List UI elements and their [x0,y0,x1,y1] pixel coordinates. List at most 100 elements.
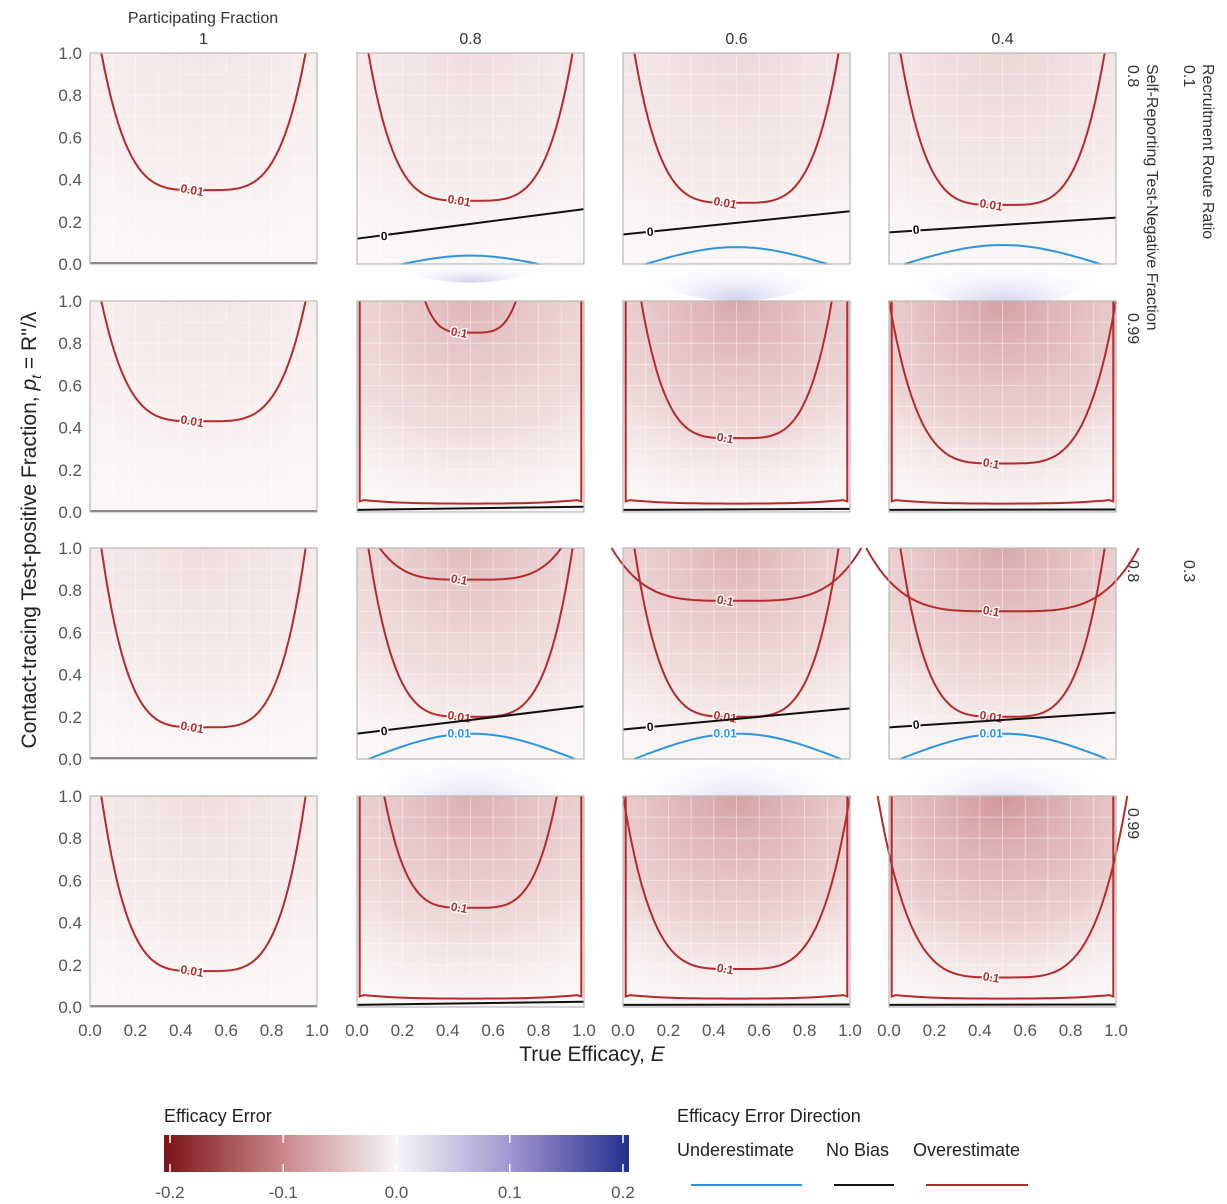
column-facet-values: 1 0.8 0.6 0.4 [199,31,1014,48]
y-tick-label: 0.0 [58,255,82,274]
contour-overestimate [640,300,833,440]
y-tick-label: 0.8 [58,86,82,105]
y-tick-label: 0.6 [58,376,82,395]
contour-underestimate [900,732,1108,760]
contour-overestimate [378,547,563,581]
contour-overestimate [100,300,307,423]
x-tick-label: 0.4 [169,1021,193,1040]
y-tick-label: 0.8 [58,581,82,600]
y-tick-label: 0.0 [58,750,82,769]
contour-underestimate [402,254,539,265]
contour-overestimate [424,300,517,334]
colorbar-tick-label: -0.1 [269,1183,298,1202]
contour-overestimate [100,547,307,729]
contour-no-bias [356,1000,585,1006]
y-tick-label: 0.0 [58,998,82,1017]
colorbar-ticks: -0.2 -0.1 0.0 0.1 0.2 [155,1135,635,1202]
panel-r3-c2: 0.010.10 0.01 [356,547,585,815]
contour-overestimate [358,301,583,505]
x-tick-label: 0.4 [968,1021,992,1040]
x-tick-label: 0.2 [124,1021,148,1040]
contour-overestimate [633,52,840,204]
contour-overestimate [624,301,849,505]
contour-overestimate [876,795,1129,979]
panel-r2-c4: 0.1 [888,300,1117,513]
colorbar-tick-label: 0.2 [611,1183,635,1202]
contour-overestimate [358,796,583,1000]
contour-underestimate [368,732,576,760]
contour-label: 0.01 [446,192,472,210]
contour-overestimate [367,547,574,718]
y-tick-label: 0.6 [58,871,82,890]
contour-overestimate [633,547,840,718]
contour-overestimate [890,796,1115,1000]
row-facet-test-negative-value: 0.8 [1124,65,1141,87]
panel-r3-c4: 0.010.100.01 [865,547,1140,815]
contour-label: 0.1 [716,592,735,609]
x-tick-label: 0.4 [436,1021,460,1040]
y-axis-title: Contact-tracing Test-positive Fraction, … [18,311,44,748]
contour-label: 0.1 [982,455,1001,472]
panel-r3-c1: 0.01 0.0 0.2 0.4 0.6 0.8 1.0 [58,539,318,769]
contour-overestimate [622,795,851,970]
contour-label: 0.01 [447,727,471,741]
contour-label: 0.01 [712,194,738,212]
y-tick-label: 0.6 [58,128,82,147]
contour-overestimate [890,301,1115,505]
row-facet-group-title: Recruitment Route Ratio [1199,64,1216,239]
x-tick-label: 0.8 [527,1021,551,1040]
contour-no-bias [356,505,585,511]
column-facet-value: 0.4 [991,31,1013,48]
y-tick-label: 0.2 [58,461,82,480]
y-tick-label: 0.4 [58,914,82,933]
contour-overestimate [383,795,558,909]
y-tick-label: 0.8 [58,829,82,848]
direction-legend: Underestimate No Bias Overestimate [677,1140,1028,1186]
x-tick-label: 0.2 [391,1021,415,1040]
row-facet-ratio-value: 0.3 [1180,560,1197,582]
panel-r4-c3: 0.1 0.0 0.2 0.4 0.6 0.8 1.0 [611,795,862,1040]
x-tick-label: 1.0 [572,1021,596,1040]
contour-overestimate [100,52,307,192]
panel-r1-c3: 0.01 0 [622,52,851,302]
contour-label: 0 [912,718,920,732]
column-facet-value: 0.6 [725,31,747,48]
x-axis-title: True Efficacy, E [519,1043,666,1066]
contour-label: 0.1 [450,899,469,916]
y-tick-label: 0.8 [58,334,82,353]
row-facet-subgroup-title: Self-Reporting Test-Negative Fraction [1143,64,1160,331]
contour-no-bias [888,711,1117,729]
colorbar-tick-label: -0.2 [155,1183,184,1202]
row-facet-test-negative-value: 0.99 [1124,808,1141,839]
contour-label: 0.1 [982,969,1001,986]
contour-label: 0.01 [713,727,737,741]
panel-r3-c3: 0.010.10 0.01 [610,547,863,815]
contour-label: 0.01 [179,718,205,736]
x-tick-label: 1.0 [1104,1021,1128,1040]
contour-label: 0.1 [982,603,1001,620]
direction-legend-label: Underestimate [677,1140,794,1160]
y-tick-label: 0.2 [58,708,82,727]
contour-label: 0.01 [179,181,205,199]
x-tick-label: 0.6 [214,1021,238,1040]
x-tick-label: 0.0 [611,1021,635,1040]
y-tick-label: 1.0 [58,44,82,63]
row-facet-test-negative-value: 0.99 [1124,313,1141,344]
row-facet-test-negative-value: 0.8 [1124,560,1141,582]
x-tick-label: 0.2 [923,1021,947,1040]
contour-overestimate [610,547,863,602]
contour-overestimate [888,300,1117,465]
x-tick-label: 0.8 [260,1021,284,1040]
contour-no-bias [356,705,585,735]
contour-label: 0.01 [179,412,205,430]
contour-underestimate [904,243,1101,265]
y-tick-label: 0.2 [58,956,82,975]
column-facet-value: 0.8 [459,31,481,48]
contour-label: 0.01 [979,727,1003,741]
y-tick-label: 1.0 [58,292,82,311]
contour-no-bias [622,210,851,236]
direction-legend-label: Overestimate [913,1140,1020,1160]
panel-r4-c2: 0.1 0.0 0.2 0.4 0.6 0.8 1.0 [345,795,596,1040]
contour-no-bias [622,707,851,731]
